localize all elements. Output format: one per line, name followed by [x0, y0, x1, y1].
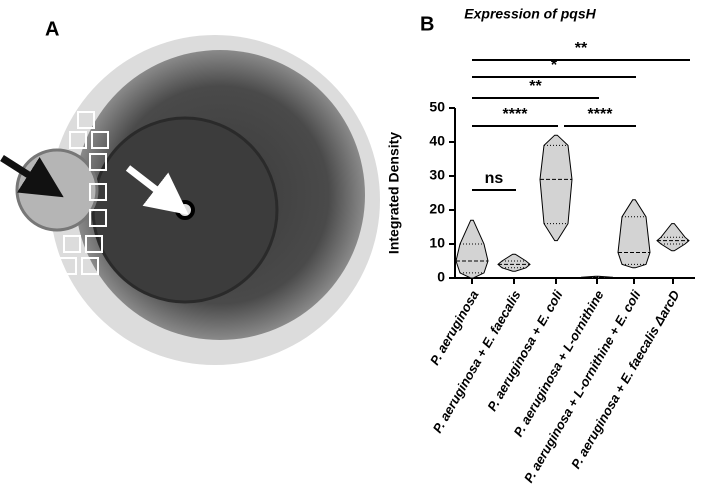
y-tick-label: 20	[429, 201, 445, 217]
violin	[455, 219, 489, 279]
panel-label: A	[45, 18, 59, 40]
violin	[617, 199, 651, 269]
y-tick-label: 50	[429, 99, 445, 115]
significance-label: **	[575, 40, 588, 57]
significance-label: ****	[588, 106, 614, 123]
violin	[497, 253, 531, 272]
y-tick-label: 30	[429, 167, 445, 183]
significance-label: *	[551, 57, 558, 74]
significance-label: ns	[485, 170, 504, 187]
x-tick-label: P. aeruginosa + E. coli	[484, 287, 566, 413]
micrograph	[0, 35, 380, 365]
significance-label: ****	[503, 106, 529, 123]
violin	[539, 134, 573, 242]
y-tick-label: 0	[437, 269, 445, 285]
significance-label: **	[529, 78, 542, 95]
y-tick-label: 10	[429, 235, 445, 251]
panel-label: B	[420, 13, 434, 35]
y-axis-label: Integrated Density	[386, 132, 402, 254]
chart-title: Expression of pqsH	[464, 6, 596, 22]
y-tick-label: 40	[429, 133, 445, 149]
